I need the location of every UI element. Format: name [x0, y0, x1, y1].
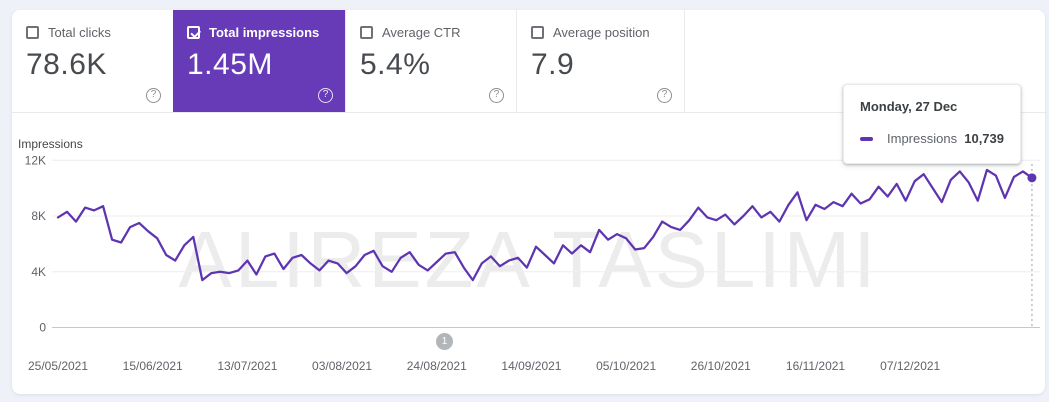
metric-value: 78.6K: [26, 48, 107, 81]
help-icon[interactable]: ?: [146, 88, 161, 103]
metric-card-average-ctr[interactable]: Average CTR 5.4% ?: [345, 10, 516, 112]
x-tick-label: 07/12/2021: [880, 359, 940, 373]
y-tick-label: 8K: [31, 209, 46, 223]
x-tick-label: 25/05/2021: [28, 359, 88, 373]
metric-label: Total clicks: [48, 25, 111, 40]
chart-tooltip: Monday, 27 Dec Impressions 10,739: [843, 84, 1021, 164]
hover-data-point: [1027, 173, 1037, 183]
tooltip-value: 10,739: [964, 131, 1004, 146]
metric-value: 5.4%: [360, 48, 431, 81]
help-icon[interactable]: ?: [318, 88, 333, 103]
y-tick-label: 12K: [25, 153, 46, 167]
metric-value: 1.45M: [187, 48, 273, 81]
x-tick-label: 13/07/2021: [217, 359, 277, 373]
y-tick-label: 0: [39, 321, 46, 335]
x-tick-label: 24/08/2021: [407, 359, 467, 373]
x-tick-label: 26/10/2021: [691, 359, 751, 373]
impressions-chart[interactable]: Impressions ALIREZA TASLIMI 12K 8K 4K 0 25/0…: [12, 130, 1045, 394]
impressions-line-chart-svg[interactable]: 12K 8K 4K 0 25/05/2021 15/06/2021 13/07/2021 03…: [12, 130, 1045, 394]
tooltip-date: Monday, 27 Dec: [860, 99, 958, 114]
impressions-line: [56, 168, 1034, 282]
help-icon[interactable]: ?: [489, 88, 504, 103]
total-impressions-checkbox[interactable]: [187, 26, 200, 39]
metric-label: Average position: [553, 25, 650, 40]
tooltip-series-label: Impressions: [887, 131, 958, 146]
watermark: ALIREZA TASLIMI: [178, 215, 879, 304]
chart-axis-title: Impressions: [18, 137, 83, 151]
total-clicks-checkbox[interactable]: [26, 26, 39, 39]
chart-page-marker[interactable]: 1: [436, 333, 453, 350]
x-tick-label: 05/10/2021: [596, 359, 656, 373]
metric-card-total-clicks[interactable]: Total clicks 78.6K ?: [12, 10, 173, 112]
metric-card-average-position[interactable]: Average position 7.9 ?: [516, 10, 685, 112]
y-tick-label: 4K: [31, 265, 46, 279]
average-ctr-checkbox[interactable]: [360, 26, 373, 39]
metric-label: Average CTR: [382, 25, 461, 40]
metric-card-total-impressions[interactable]: Total impressions 1.45M ?: [173, 10, 345, 112]
x-tick-label: 16/11/2021: [786, 359, 845, 373]
x-tick-label: 03/08/2021: [312, 359, 372, 373]
average-position-checkbox[interactable]: [531, 26, 544, 39]
metric-label: Total impressions: [209, 25, 320, 40]
x-tick-label: 15/06/2021: [123, 359, 183, 373]
impressions-series-dash-icon: [860, 136, 873, 141]
help-icon[interactable]: ?: [657, 88, 672, 103]
performance-panel: Total clicks 78.6K ? Total impressions 1…: [12, 10, 1045, 394]
metric-value: 7.9: [531, 48, 575, 81]
x-tick-label: 14/09/2021: [501, 359, 561, 373]
